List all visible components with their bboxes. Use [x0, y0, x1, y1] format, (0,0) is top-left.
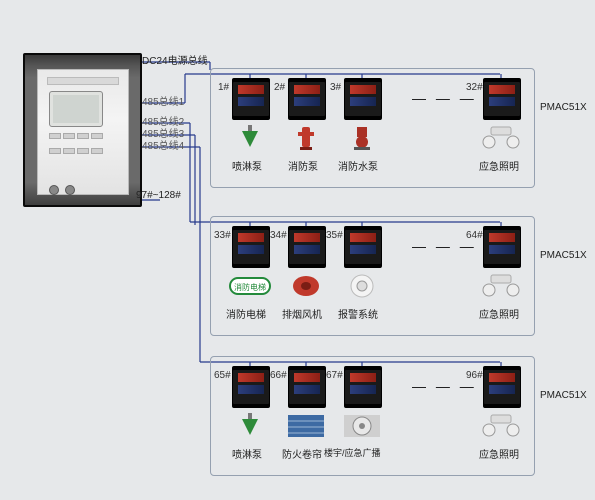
label-65: 喷淋泵 [232, 446, 262, 461]
detector-icon [344, 272, 380, 300]
control-panel [23, 53, 142, 207]
num-67: 67# [326, 370, 343, 381]
product-label-1: PMAC51X [540, 102, 587, 113]
panel-knobs [49, 185, 75, 195]
label-1: 喷淋泵 [232, 158, 262, 173]
label-34: 排烟风机 [282, 306, 322, 321]
label-32: 应急照明 [479, 158, 519, 173]
module-96 [483, 366, 521, 408]
module-35 [344, 226, 382, 268]
label-3: 消防水泵 [338, 158, 378, 173]
label-33: 消防电梯 [226, 306, 266, 321]
speaker-icon [342, 412, 382, 440]
svg-text:消防电梯: 消防电梯 [234, 282, 266, 292]
label-67: 楼宇/应急广播 [324, 446, 381, 459]
module-65 [232, 366, 270, 408]
module-67 [344, 366, 382, 408]
label-485-1: 485总线1 [142, 93, 184, 108]
panel-screen [49, 91, 103, 127]
sprinkler-icon [232, 124, 268, 152]
module-1 [232, 78, 270, 120]
num-65: 65# [214, 370, 231, 381]
num-3: 3# [330, 82, 341, 93]
panel-led-row [49, 133, 115, 161]
lights-icon-3 [479, 412, 523, 440]
label-2: 消防泵 [288, 158, 318, 173]
module-32 [483, 78, 521, 120]
num-96: 96# [466, 370, 483, 381]
lights-icon-1 [479, 124, 523, 152]
module-64 [483, 226, 521, 268]
num-2: 2# [274, 82, 285, 93]
fan-icon [288, 272, 324, 300]
elevator-icon: 消防电梯 [228, 272, 272, 300]
label-66: 防火卷帘 [282, 446, 322, 461]
label-96: 应急照明 [479, 446, 519, 461]
num-1: 1# [218, 82, 229, 93]
hydrant-icon [288, 124, 324, 152]
label-range: 97#~128# [136, 190, 181, 201]
num-34: 34# [270, 230, 287, 241]
label-35: 报警系统 [338, 306, 378, 321]
label-64: 应急照明 [479, 306, 519, 321]
module-66 [288, 366, 326, 408]
label-dc24: DC24电源总线 [142, 52, 208, 67]
num-32: 32# [466, 82, 483, 93]
product-label-2: PMAC51X [540, 250, 587, 261]
num-35: 35# [326, 230, 343, 241]
module-33 [232, 226, 270, 268]
product-label-3: PMAC51X [540, 390, 587, 401]
num-64: 64# [466, 230, 483, 241]
module-2 [288, 78, 326, 120]
sprinkler-icon-2 [232, 412, 268, 440]
diagram-stage: { "layout": { "canvas": {"w":595,"h":500… [0, 0, 595, 500]
panel-strip [47, 77, 119, 85]
num-33: 33# [214, 230, 231, 241]
lights-icon-2 [479, 272, 523, 300]
num-66: 66# [270, 370, 287, 381]
label-485-4: 485总线4 [142, 137, 184, 152]
module-34 [288, 226, 326, 268]
shutter-icon [286, 412, 326, 440]
pump-icon [344, 124, 380, 152]
module-3 [344, 78, 382, 120]
